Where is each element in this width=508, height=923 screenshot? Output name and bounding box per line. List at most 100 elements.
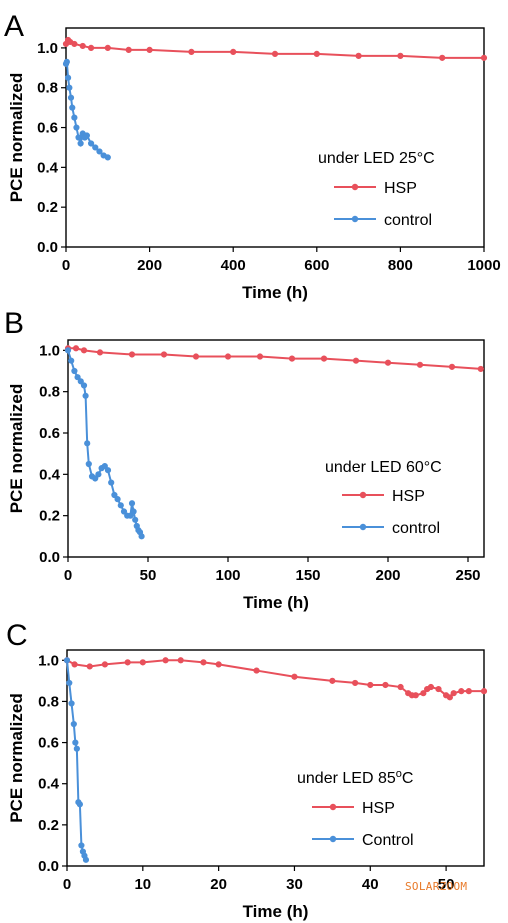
data-point [435,685,442,693]
data-point [92,144,99,151]
chart-panel-a: A 0 200 400 600 800 1000 0.0 0.2 0.4 0.6 0.8 1.0 Time… [4,10,501,302]
data-point [117,502,124,509]
data-point [177,657,184,664]
plot-frame [65,27,485,248]
watermark: SOLARZOOM [405,880,468,893]
data-point [329,677,336,684]
data-point [63,657,71,664]
data-point [138,533,145,540]
data-point [87,140,95,147]
data-point [253,667,260,674]
x-tick-label: 30 [286,876,303,893]
data-point [355,52,362,59]
data-point [78,842,85,849]
data-point [80,347,88,354]
data-point [215,661,222,668]
data-point [104,154,111,161]
data-point [86,663,93,670]
data-point [162,657,169,664]
y-tick-label: 0.8 [37,80,58,97]
data-point [352,357,360,364]
data-point [188,48,195,55]
data-point [75,134,82,141]
data-point [480,54,488,61]
chart-annotation: under LED 60°C [325,459,442,476]
y-axis-label: PCE normalized [7,73,26,202]
data-point [420,690,427,697]
y-tick-label: 0.2 [37,199,58,216]
data-point [114,496,121,503]
x-tick-label: 150 [295,567,320,584]
legend-marker [329,835,337,843]
y-axis-label: PCE normalized [7,384,26,513]
data-point [64,74,72,81]
data-point [82,856,90,863]
data-point [73,745,80,752]
data-point [79,42,86,50]
data-point [120,508,128,515]
data-point [397,52,404,59]
legend-marker [359,523,367,531]
y-tick-label: 0.4 [38,776,60,793]
data-point [382,681,389,689]
x-tick-label: 200 [375,567,400,584]
legend-entry: HSP [312,800,395,817]
y-tick-label: 0.6 [39,425,60,442]
chart-panel-c: C 0 10 20 30 40 50 0.0 0.2 0.4 0.6 0.8 1.0 Time (h) PC… [6,619,488,921]
data-point [84,440,91,447]
series-line-hsp [68,347,481,370]
x-tick-label: 50 [140,567,157,584]
x-axis-label: Time (h) [242,283,308,302]
data-point [288,355,296,362]
data-point [63,58,70,65]
chart-annotation: under LED 25°C [318,150,435,167]
data-point [130,508,137,515]
data-point [67,94,75,101]
legend-marker [351,215,359,223]
x-tick-label: 1000 [467,257,500,274]
data-point [96,349,104,356]
data-point [69,104,76,111]
data-point [80,382,88,389]
legend-marker [359,491,367,499]
data-point [95,471,102,478]
data-point [76,801,83,808]
data-point [139,659,146,666]
data-point [160,351,168,358]
x-tick-label: 200 [137,257,162,274]
data-point [87,44,95,52]
y-tick-label: 0.6 [37,120,58,137]
panel-label: B [4,307,24,340]
chart-annotation: under LED 85oC [297,768,413,787]
x-tick-label: 10 [134,876,151,893]
legend-entry: Control [312,832,414,849]
data-point [71,661,78,668]
data-point [448,363,456,370]
data-point [127,512,134,519]
data-point [224,353,232,360]
data-point [101,661,109,668]
x-tick-label: 50 [438,876,455,893]
x-tick-label: 40 [362,876,379,893]
x-axis-label: Time (h) [243,902,309,921]
x-tick-label: 0 [64,567,72,584]
data-point [82,392,89,399]
legend-label: control [392,520,440,537]
y-tick-label: 0.6 [38,735,59,752]
data-point [71,367,78,375]
data-point [146,46,153,54]
data-point [74,374,81,381]
data-point [271,50,279,57]
data-point [71,40,78,48]
y-tick-label: 0.0 [37,239,58,256]
data-point [125,46,132,54]
data-point [64,347,72,354]
data-point [77,378,84,385]
x-tick-label: 250 [455,567,480,584]
y-axis-label: PCE normalized [7,693,26,822]
legend-entry: control [342,520,440,537]
legend-entry: HSP [342,488,425,505]
data-point [458,688,465,695]
data-point [72,345,80,352]
data-point [412,692,419,699]
